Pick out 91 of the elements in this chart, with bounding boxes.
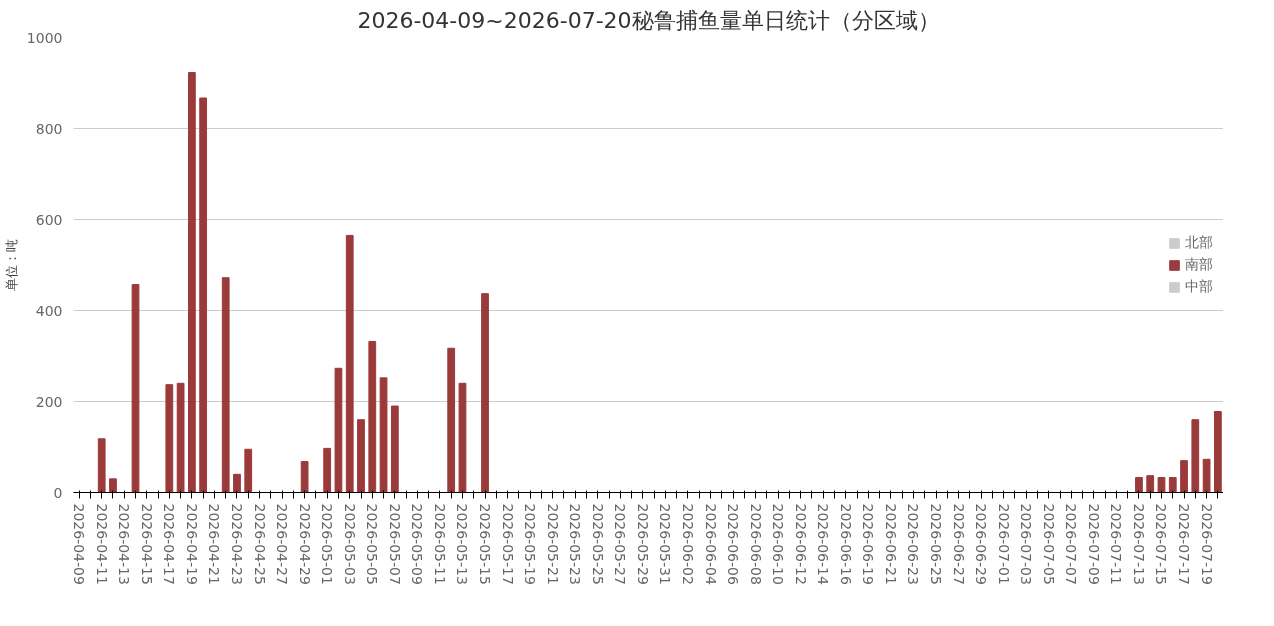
bar [334, 367, 343, 493]
x-tick-label: 2026-05-15 [477, 503, 494, 585]
x-tick-label: 2026-06-02 [679, 503, 696, 585]
x-tick-label: 2026-05-05 [364, 503, 381, 585]
y-tick-label: 200 [35, 393, 63, 410]
x-tick-label: 2026-06-14 [815, 503, 832, 585]
bar [131, 284, 140, 493]
x-tick-label: 2026-05-23 [567, 503, 584, 585]
bar [379, 377, 388, 493]
bar [1157, 476, 1166, 493]
x-tick-label: 2026-06-29 [973, 503, 990, 585]
bar [1191, 419, 1200, 493]
bar [300, 461, 309, 493]
bar [221, 277, 230, 493]
x-tick-label: 2026-05-21 [544, 503, 561, 585]
y-tick-label: 600 [35, 211, 63, 228]
x-tick-label: 2026-04-27 [274, 503, 291, 585]
y-tick-label: 800 [35, 120, 63, 137]
bar [1213, 411, 1222, 493]
bar [357, 419, 365, 493]
x-tick-label: 2026-06-21 [882, 503, 899, 585]
bar [165, 384, 174, 493]
x-tick-label: 2026-04-21 [206, 503, 223, 585]
bar [244, 448, 253, 493]
x-tick-label: 2026-05-27 [612, 503, 629, 585]
bar [233, 473, 241, 493]
x-tick-label: 2026-07-01 [995, 503, 1012, 585]
bar [1168, 476, 1177, 493]
x-tick-label: 2026-07-07 [1063, 503, 1080, 585]
bar [199, 97, 208, 493]
x-tick-label: 2026-05-19 [522, 503, 539, 585]
y-tick-label: 400 [35, 302, 63, 319]
x-tick-label: 2026-05-17 [499, 503, 516, 585]
x-tick-label: 2026-06-19 [860, 503, 877, 585]
y-axis-title: 单位：吨 [3, 239, 19, 291]
bar [1135, 476, 1143, 493]
x-tick-label: 2026-06-06 [725, 503, 742, 585]
x-tick-label: 2026-05-25 [589, 503, 606, 585]
x-tick-label: 2026-04-11 [93, 503, 110, 585]
x-tick-label: 2026-04-25 [251, 503, 268, 585]
x-tick-label: 2026-07-05 [1040, 503, 1057, 585]
x-tick-label: 2026-07-09 [1085, 503, 1102, 585]
chart-title: 2026-04-09~2026-07-20秘鲁捕鱼量单日统计（分区域） [357, 7, 940, 33]
x-tick-label: 2026-07-17 [1176, 503, 1193, 585]
legend-label: 北部 [1185, 233, 1213, 252]
x-tick-label: 2026-06-08 [747, 503, 764, 585]
x-tick-label: 2026-06-27 [950, 503, 967, 585]
bar [447, 347, 456, 493]
x-tick-label: 2026-07-13 [1130, 503, 1147, 585]
bar [176, 382, 185, 493]
x-tick-label: 2026-07-19 [1198, 503, 1215, 585]
x-tick-label: 2026-06-04 [702, 503, 719, 585]
x-tick-label: 2026-05-31 [657, 503, 674, 585]
x-tick-label: 2026-04-23 [228, 503, 245, 585]
x-tick-label: 2026-04-15 [138, 503, 155, 585]
bar [109, 478, 117, 493]
legend-label: 中部 [1185, 277, 1213, 296]
x-tick-label: 2026-07-15 [1153, 503, 1170, 585]
x-tick-label: 2026-05-29 [634, 503, 651, 585]
x-tick-label: 2026-06-25 [928, 503, 944, 585]
x-tick-label: 2026-05-03 [341, 503, 358, 585]
x-tick-label: 2026-07-03 [1018, 503, 1035, 585]
x-tick-label: 2026-05-11 [431, 503, 448, 585]
x-tick-label: 2026-04-17 [161, 503, 178, 585]
x-tick-label: 2026-05-13 [454, 503, 471, 585]
x-tick-label: 2026-04-29 [296, 503, 313, 585]
x-tick-label: 2026-04-13 [116, 503, 133, 585]
bar [1202, 458, 1211, 493]
x-tick-label: 2026-05-07 [386, 503, 403, 585]
x-tick-label: 2026-06-16 [837, 503, 854, 585]
bar [1180, 460, 1188, 493]
x-tick-label: 2026-06-23 [905, 503, 922, 585]
bar [188, 72, 196, 493]
bar [368, 340, 377, 493]
bar [323, 447, 332, 493]
legend-label: 南部 [1185, 255, 1213, 274]
x-tick-label: 2026-05-01 [319, 503, 336, 585]
bar [481, 293, 489, 493]
y-tick-label: 1000 [26, 29, 63, 46]
bar [390, 405, 399, 493]
x-tick-label: 2026-06-12 [792, 503, 809, 585]
x-tick-label: 2026-06-10 [770, 503, 787, 585]
x-tick-label: 2026-04-19 [183, 503, 200, 585]
x-tick-label: 2026-07-11 [1108, 503, 1125, 585]
x-tick-label: 2026-04-09 [71, 503, 88, 585]
bar [345, 234, 354, 493]
bar [1146, 475, 1155, 493]
bar [458, 382, 467, 493]
y-tick-label: 0 [53, 484, 63, 501]
x-tick-label: 2026-05-09 [409, 503, 426, 585]
bar [97, 438, 106, 493]
